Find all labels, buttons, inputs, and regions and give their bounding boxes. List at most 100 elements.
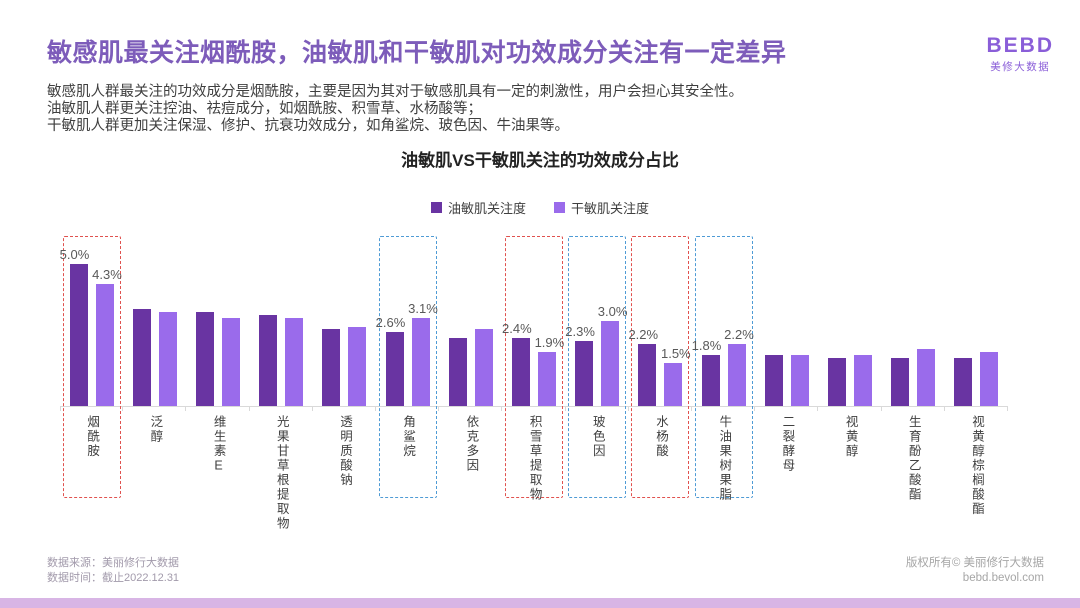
intro-line-2: 油敏肌人群更关注控油、祛痘成分，如烟酰胺、积雪草、水杨酸等； [47, 101, 482, 117]
chart-group: 依克多因 [439, 230, 503, 530]
bar-dry-2 [222, 318, 240, 406]
bar-dry-3 [285, 318, 304, 406]
chart-group: 泛醇 [123, 230, 187, 530]
bar-oily-0: 5.0% [60, 247, 89, 406]
bottom-accent-strip [0, 598, 1080, 608]
legend-label-dry: 干敏肌关注度 [571, 201, 650, 216]
chart-title: 油敏肌VS干敏肌关注的功效成分占比 [401, 151, 679, 170]
category-label: 视黄醇 [843, 415, 858, 459]
chart-group: 2.2% 1.5% 水杨酸 [628, 230, 693, 530]
bar-oily-12 [828, 357, 847, 406]
chart-group: 5.0% 4.3% 烟酰胺 [60, 230, 124, 530]
legend-item-oily: 油敏肌关注度 [430, 198, 526, 217]
data-source-note: 数据来源：美丽修行大数据 数据时间：截止2022.12.31 [47, 556, 179, 586]
legend-swatch-oily-icon [430, 202, 442, 213]
bar-dry-7: 1.9% [535, 335, 564, 406]
bar-pair [945, 352, 1008, 406]
intro-line-3: 干敏肌人群更加关注保湿、修护、抗衰功效成分，如角鲨烷、玻色因、牛油果等。 [47, 118, 569, 134]
bar-oily-6 [448, 337, 467, 406]
bar-oily-9: 2.2% [628, 327, 658, 406]
category-label: 泛醇 [148, 415, 163, 444]
bar-pair [755, 354, 818, 406]
chart-legend: 油敏肌关注度 干敏肌关注度 [0, 198, 1080, 217]
chart-group: 二裂酵母 [755, 230, 819, 530]
data-label: 2.4% [502, 320, 532, 336]
bar-pair [439, 329, 502, 406]
chart-group: 2.4% 1.9% 积雪草提取物 [502, 230, 566, 530]
bar-pair [882, 349, 945, 406]
chart-group: 维生素E [186, 230, 250, 530]
chart-group: 生育酚乙酸酯 [882, 230, 946, 530]
data-label: 2.6% [375, 315, 406, 331]
category-label: 牛油果树果脂 [717, 415, 732, 502]
bar-pair [313, 326, 376, 406]
category-label: 积雪草提取物 [527, 415, 542, 502]
chart-group: 2.6% 3.1% 角鲨烷 [376, 230, 440, 530]
chart-group: 1.8% 2.2% 牛油果树果脂 [692, 230, 756, 530]
page-title: 敏感肌最关注烟酰胺，油敏肌和干敏肌对功效成分关注有一定差异 [47, 39, 787, 67]
bar-pair: 1.8% 2.2% [692, 327, 755, 406]
bar-dry-10: 2.2% [724, 327, 754, 406]
category-label: 视黄醇棕榈酸酯 [970, 415, 984, 517]
data-label: 5.0% [59, 247, 90, 262]
category-label: 生育酚乙酸酯 [906, 415, 921, 502]
bar-pair [250, 315, 313, 406]
logo-subtitle: 美修大数据 [990, 61, 1051, 73]
bar-pair: 2.4% 1.9% [502, 321, 565, 406]
chart-group: 视黄醇棕榈酸酯 [945, 230, 1009, 530]
category-label: 透明质酸钠 [337, 415, 352, 488]
date-line: 数据时间：截止2022.12.31 [47, 572, 180, 584]
bar-oily-13 [891, 357, 910, 406]
copyright-note: 版权所有© 美丽修行大数据 bebd.bevol.com [906, 556, 1044, 586]
category-label: 玻色因 [590, 415, 605, 459]
legend-label-oily: 油敏肌关注度 [447, 201, 526, 216]
bar-dry-12 [854, 354, 873, 406]
category-label: 依克多因 [464, 415, 479, 473]
data-label: 2.2% [724, 326, 754, 342]
bar-dry-6 [474, 329, 493, 406]
category-label: 烟酰胺 [85, 415, 100, 459]
bar-oily-4 [322, 329, 341, 406]
bar-dry-5: 3.1% [408, 301, 438, 406]
bar-oily-5: 2.6% [376, 315, 405, 406]
data-label: 1.8% [691, 337, 722, 353]
bar-oily-7: 2.4% [502, 321, 532, 406]
bar-oily-11 [764, 354, 783, 406]
category-label: 角鲨烷 [401, 415, 416, 459]
bar-oily-14 [954, 357, 973, 406]
bar-dry-8: 3.0% [598, 304, 627, 406]
bar-dry-0: 4.3% [92, 267, 122, 406]
x-axis-line [60, 406, 1008, 407]
bar-dry-14 [980, 352, 999, 406]
bar-dry-13 [917, 349, 936, 406]
chart-group: 光果甘草根提取物 [250, 230, 314, 531]
copyright-line: 版权所有© 美丽修行大数据 [905, 557, 1044, 569]
data-label: 1.9% [534, 335, 565, 350]
chart-group: 2.3% 3.0% 玻色因 [565, 230, 630, 530]
bar-pair [123, 309, 186, 406]
bar-pair: 2.3% 3.0% [565, 304, 629, 406]
category-label: 光果甘草根提取物 [274, 415, 289, 531]
category-label: 二裂酵母 [780, 415, 795, 473]
bar-dry-11 [790, 354, 809, 406]
bar-chart: 5.0% 4.3% 烟酰胺 泛醇 维生素E 光果甘草根提取物 透明质酸钠 2.6% 3.1% 角鲨… [60, 230, 1009, 531]
bar-dry-1 [158, 312, 177, 406]
bar-pair: 5.0% 4.3% [60, 247, 123, 406]
bar-oily-10: 1.8% [692, 338, 721, 406]
bar-pair [818, 354, 881, 406]
legend-swatch-dry-icon [554, 202, 565, 213]
category-label: 维生素E [211, 415, 226, 475]
intro-line-1: 敏感肌人群最关注的功效成分是烟酰胺，主要是因为其对于敏感肌具有一定的刺激性，用户… [47, 84, 743, 100]
bar-oily-8: 2.3% [565, 324, 595, 406]
website-link: bebd.bevol.com [962, 572, 1044, 584]
bar-oily-1 [132, 309, 151, 406]
intro-text: 敏感肌人群最关注的功效成分是烟酰胺，主要是因为其对于敏感肌具有一定的刺激性，用户… [47, 84, 743, 135]
bar-oily-3 [259, 315, 278, 406]
legend-item-dry: 干敏肌关注度 [554, 198, 649, 217]
chart-group: 透明质酸钠 [313, 230, 377, 530]
source-line: 数据来源：美丽修行大数据 [47, 557, 179, 569]
data-label: 3.1% [408, 301, 438, 316]
data-label: 2.2% [628, 326, 659, 342]
bar-dry-4 [348, 326, 367, 406]
